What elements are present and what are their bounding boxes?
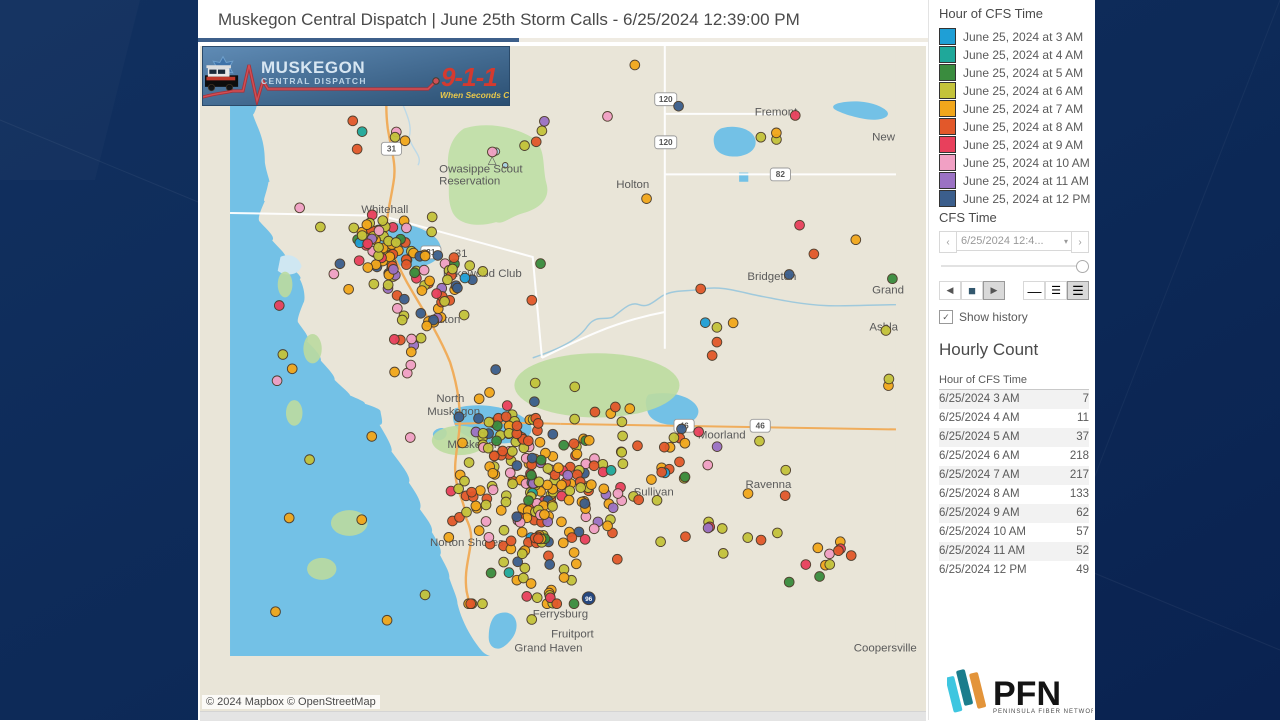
svg-text:Grand Haven: Grand Haven: [514, 642, 582, 654]
svg-text:Reservation: Reservation: [439, 176, 500, 188]
svg-text:North: North: [436, 393, 464, 405]
svg-text:46: 46: [756, 422, 766, 431]
svg-text:MUSKEGON: MUSKEGON: [261, 58, 365, 77]
svg-text:PFN: PFN: [993, 675, 1061, 713]
svg-text:Fruitport: Fruitport: [551, 629, 594, 641]
svg-text:When Seconds Count: When Seconds Count: [440, 90, 509, 100]
svg-text:96: 96: [585, 596, 593, 603]
svg-text:Moorland: Moorland: [698, 430, 746, 442]
svg-text:Coopersville: Coopersville: [854, 642, 917, 654]
svg-text:CENTRAL DISPATCH: CENTRAL DISPATCH: [261, 76, 367, 86]
svg-text:82: 82: [776, 170, 786, 179]
svg-text:New: New: [872, 131, 896, 143]
svg-text:31: 31: [387, 144, 397, 153]
svg-text:Ferrysburg: Ferrysburg: [533, 608, 588, 620]
svg-text:Muskegon: Muskegon: [427, 406, 480, 418]
svg-text:120: 120: [659, 95, 673, 104]
svg-text:Holton: Holton: [616, 179, 649, 191]
svg-text:120: 120: [659, 138, 673, 147]
svg-text:PENINSULA FIBER NETWORK: PENINSULA FIBER NETWORK: [993, 709, 1093, 714]
svg-text:Owasippe Scout: Owasippe Scout: [439, 164, 523, 176]
svg-text:Ravenna: Ravenna: [746, 479, 792, 491]
svg-text:Grand: Grand: [872, 285, 904, 297]
svg-text:9-1-1: 9-1-1: [441, 62, 497, 92]
